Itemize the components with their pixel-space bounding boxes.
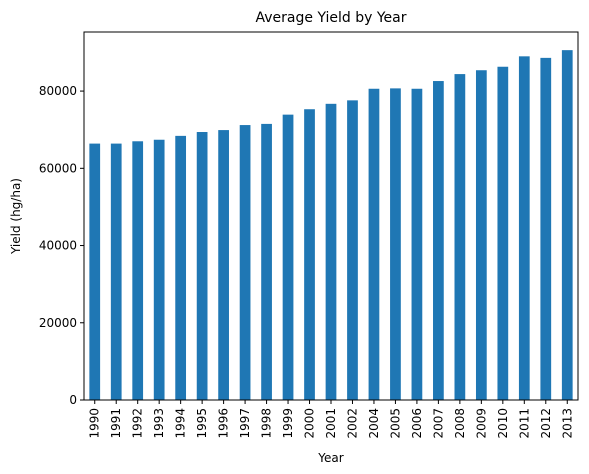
- bar-2002: [347, 100, 358, 400]
- bar-2012: [540, 57, 552, 401]
- bar-2001: [325, 103, 337, 400]
- bar-1994: [175, 135, 187, 400]
- y-tick-label: 20000: [39, 316, 77, 330]
- chart-title: Average Yield by Year: [256, 10, 407, 26]
- x-tick-label: 2009: [474, 408, 488, 439]
- y-tick-label: 40000: [39, 239, 77, 253]
- x-tick-label: 1993: [152, 408, 166, 439]
- x-tick-label: 2000: [303, 408, 317, 439]
- x-tick-label: 1990: [88, 408, 102, 439]
- x-tick-label: 2007: [431, 408, 445, 439]
- x-tick-label: 1997: [238, 408, 252, 439]
- x-axis: 1990 1991 1992 1993 1994 1995 1996 1997 1998 1999…: [88, 400, 574, 439]
- bar-1995: [196, 132, 208, 400]
- bar-2000: [304, 109, 315, 400]
- x-tick-label: 1998: [260, 408, 274, 439]
- bar-1992: [132, 141, 144, 400]
- x-tick-label: 2010: [496, 408, 510, 439]
- bar-2005: [390, 88, 401, 400]
- x-tick-label: 2001: [324, 408, 338, 439]
- bar-2010: [497, 66, 509, 400]
- x-tick-label: 1995: [195, 408, 209, 439]
- y-tick-label: 60000: [39, 161, 77, 175]
- bar-1993: [153, 139, 165, 401]
- bar-2008: [454, 74, 466, 400]
- bar-1998: [261, 123, 272, 401]
- bar-1990: [89, 143, 101, 400]
- plot-frame: [83, 31, 579, 401]
- x-tick-label: 2002: [345, 408, 359, 439]
- bar-1999: [282, 114, 294, 400]
- x-tick-label: 1991: [109, 408, 123, 439]
- bar-1991: [110, 143, 122, 400]
- x-tick-label: 2012: [539, 408, 553, 439]
- bars: [89, 50, 573, 401]
- x-tick-label: 2004: [367, 408, 381, 439]
- bar-2007: [433, 81, 444, 400]
- x-axis-label: Year: [317, 451, 343, 465]
- y-axis-label: Yield (hg/ha): [9, 178, 23, 255]
- x-tick-label: 1996: [217, 408, 231, 439]
- x-tick-label: 1992: [131, 408, 145, 439]
- bar-2011: [518, 56, 530, 400]
- y-axis: 0 20000 40000 60000 80000: [39, 84, 84, 407]
- bar-2013: [561, 50, 573, 401]
- x-tick-label: 1994: [174, 408, 188, 439]
- bar-2006: [411, 88, 423, 400]
- bar-1996: [218, 130, 229, 400]
- y-tick-label: 0: [69, 393, 77, 407]
- x-tick-label: 2011: [517, 408, 531, 439]
- x-tick-label: 2005: [388, 408, 402, 439]
- bar-1997: [239, 125, 251, 400]
- bar-2009: [475, 70, 487, 400]
- x-tick-label: 2013: [560, 408, 574, 439]
- bar-2004: [368, 88, 380, 400]
- x-tick-label: 2008: [453, 408, 467, 439]
- x-tick-label: 2006: [410, 408, 424, 439]
- y-tick-label: 80000: [39, 84, 77, 98]
- x-tick-label: 1999: [281, 408, 295, 439]
